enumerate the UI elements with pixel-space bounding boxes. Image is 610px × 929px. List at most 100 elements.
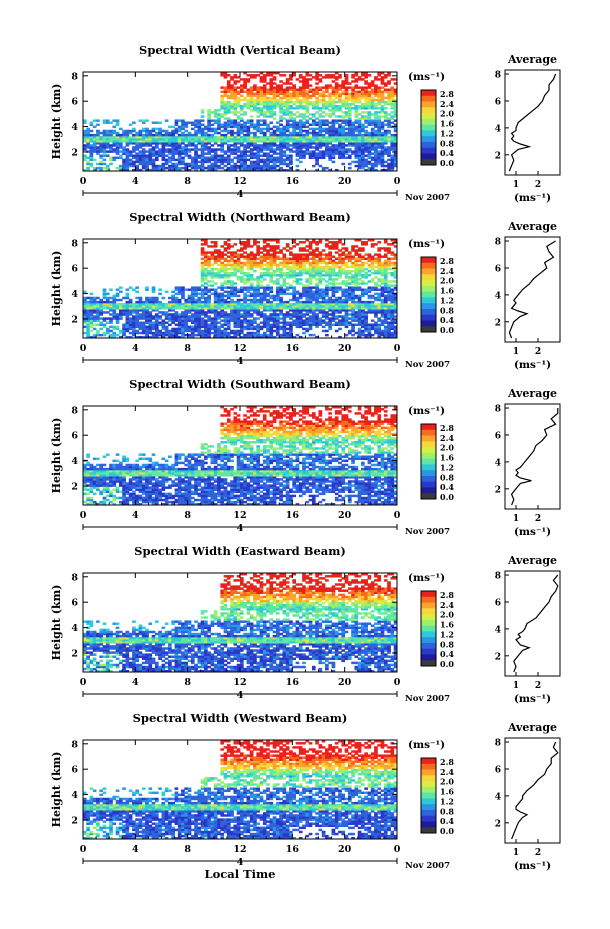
heatmap-cell — [311, 290, 316, 294]
heatmap-cell — [115, 131, 120, 135]
heatmap-cell — [295, 111, 300, 114]
heatmap-cell — [256, 140, 261, 143]
heatmap-cell — [213, 272, 218, 275]
heatmap-cell — [269, 133, 274, 137]
heatmap-cell — [295, 144, 300, 147]
heatmap-cell — [246, 80, 251, 83]
heatmap-cell — [246, 272, 251, 275]
heatmap-cell — [135, 164, 139, 168]
heatmap-cell — [302, 154, 306, 157]
heatmap-cell — [328, 105, 332, 108]
heatmap-cell — [213, 121, 218, 124]
heatmap-cell — [308, 96, 313, 100]
heatmap-cell — [168, 135, 172, 139]
heatmap-cell — [295, 164, 300, 168]
heatmap-cell — [230, 135, 234, 139]
heatmap-cell — [122, 140, 126, 143]
heatmap-cell — [200, 261, 205, 265]
heatmap-cell — [298, 80, 303, 83]
heatmap-cell — [233, 109, 238, 112]
heatmap-cell — [109, 150, 113, 153]
heatmap-cell — [135, 329, 139, 333]
heatmap-cell — [282, 272, 287, 275]
heatmap-cell — [154, 156, 159, 160]
heatmap-cell — [361, 329, 365, 333]
heatmap-cell — [233, 105, 238, 108]
heatmap-cell — [164, 129, 169, 133]
heatmap-cell — [269, 86, 274, 89]
heatmap-cell — [334, 115, 339, 118]
heatmap-cell — [262, 96, 267, 100]
heatmap-cell — [308, 142, 313, 145]
heatmap-cell — [151, 162, 156, 166]
heatmap-cell — [292, 88, 296, 91]
heatmap-cell — [341, 140, 346, 143]
heatmap-cell — [259, 166, 264, 170]
heatmap-cell — [262, 111, 267, 114]
heatmap-cell — [145, 131, 149, 135]
heatmap-cell — [226, 107, 231, 110]
heatmap-cell — [305, 86, 310, 89]
heatmap-cell — [220, 158, 225, 162]
heatmap-cell — [89, 156, 94, 160]
heatmap-cell — [138, 160, 143, 164]
heatmap-cell — [210, 331, 215, 335]
heatmap-cell — [305, 92, 310, 96]
heatmap-cell — [236, 121, 241, 124]
heatmap-cell — [243, 162, 247, 166]
heatmap-cell — [240, 117, 244, 120]
heatmap-cell — [341, 92, 346, 96]
heatmap-cell — [220, 129, 225, 133]
heatmap-cell — [190, 166, 195, 170]
heatmap-cell — [158, 133, 162, 137]
heatmap-cell — [83, 156, 87, 160]
heatmap-cell — [168, 150, 172, 153]
heatmap-cell — [269, 146, 274, 149]
heatmap-cell — [171, 290, 175, 294]
heatmap-cell — [204, 135, 208, 139]
heatmap-cell — [279, 168, 283, 172]
heatmap-cell — [223, 90, 228, 94]
heatmap-cell — [380, 121, 385, 124]
heatmap-cell — [249, 156, 254, 160]
heatmap-cell — [194, 133, 198, 137]
heatmap-cell — [177, 158, 182, 162]
heatmap-cell — [177, 162, 182, 166]
heatmap-cell — [275, 152, 280, 155]
heatmap-cell — [282, 152, 287, 155]
heatmap-cell — [383, 96, 388, 100]
heatmap-cell — [86, 166, 90, 170]
heatmap-cell — [213, 111, 218, 114]
heatmap-cell — [295, 88, 300, 91]
heatmap-cell — [249, 313, 254, 316]
heatmap-cell — [347, 154, 352, 157]
heatmap-cell — [102, 148, 107, 151]
heatmap-cell — [334, 76, 339, 79]
heatmap-cell — [253, 144, 257, 147]
heatmap-cell — [197, 119, 202, 122]
heatmap-cell — [246, 286, 251, 289]
heatmap-cell — [246, 319, 251, 322]
heatmap-cell — [279, 119, 283, 122]
heatmap-cell — [331, 86, 336, 89]
heatmap-cell — [289, 125, 293, 129]
heatmap-cell — [259, 88, 264, 91]
heatmap-cell — [109, 329, 113, 333]
heatmap-cell — [292, 96, 296, 100]
heatmap-cell — [151, 152, 156, 155]
heatmap-cell — [102, 121, 107, 124]
heatmap-cell — [145, 166, 149, 170]
heatmap-cell — [331, 278, 336, 281]
heatmap-cell — [194, 129, 198, 133]
heatmap-cell — [112, 125, 117, 129]
heatmap-cell — [311, 113, 316, 116]
heatmap-cell — [210, 263, 215, 267]
heatmap-cell — [220, 292, 225, 296]
heatmap-cell — [331, 148, 336, 151]
heatmap-cell — [354, 323, 359, 327]
heatmap-cell — [151, 321, 156, 324]
heatmap-cell — [351, 80, 355, 83]
heatmap-cell — [190, 156, 195, 160]
heatmap-cell — [109, 156, 113, 160]
heatmap-cell — [118, 166, 123, 170]
